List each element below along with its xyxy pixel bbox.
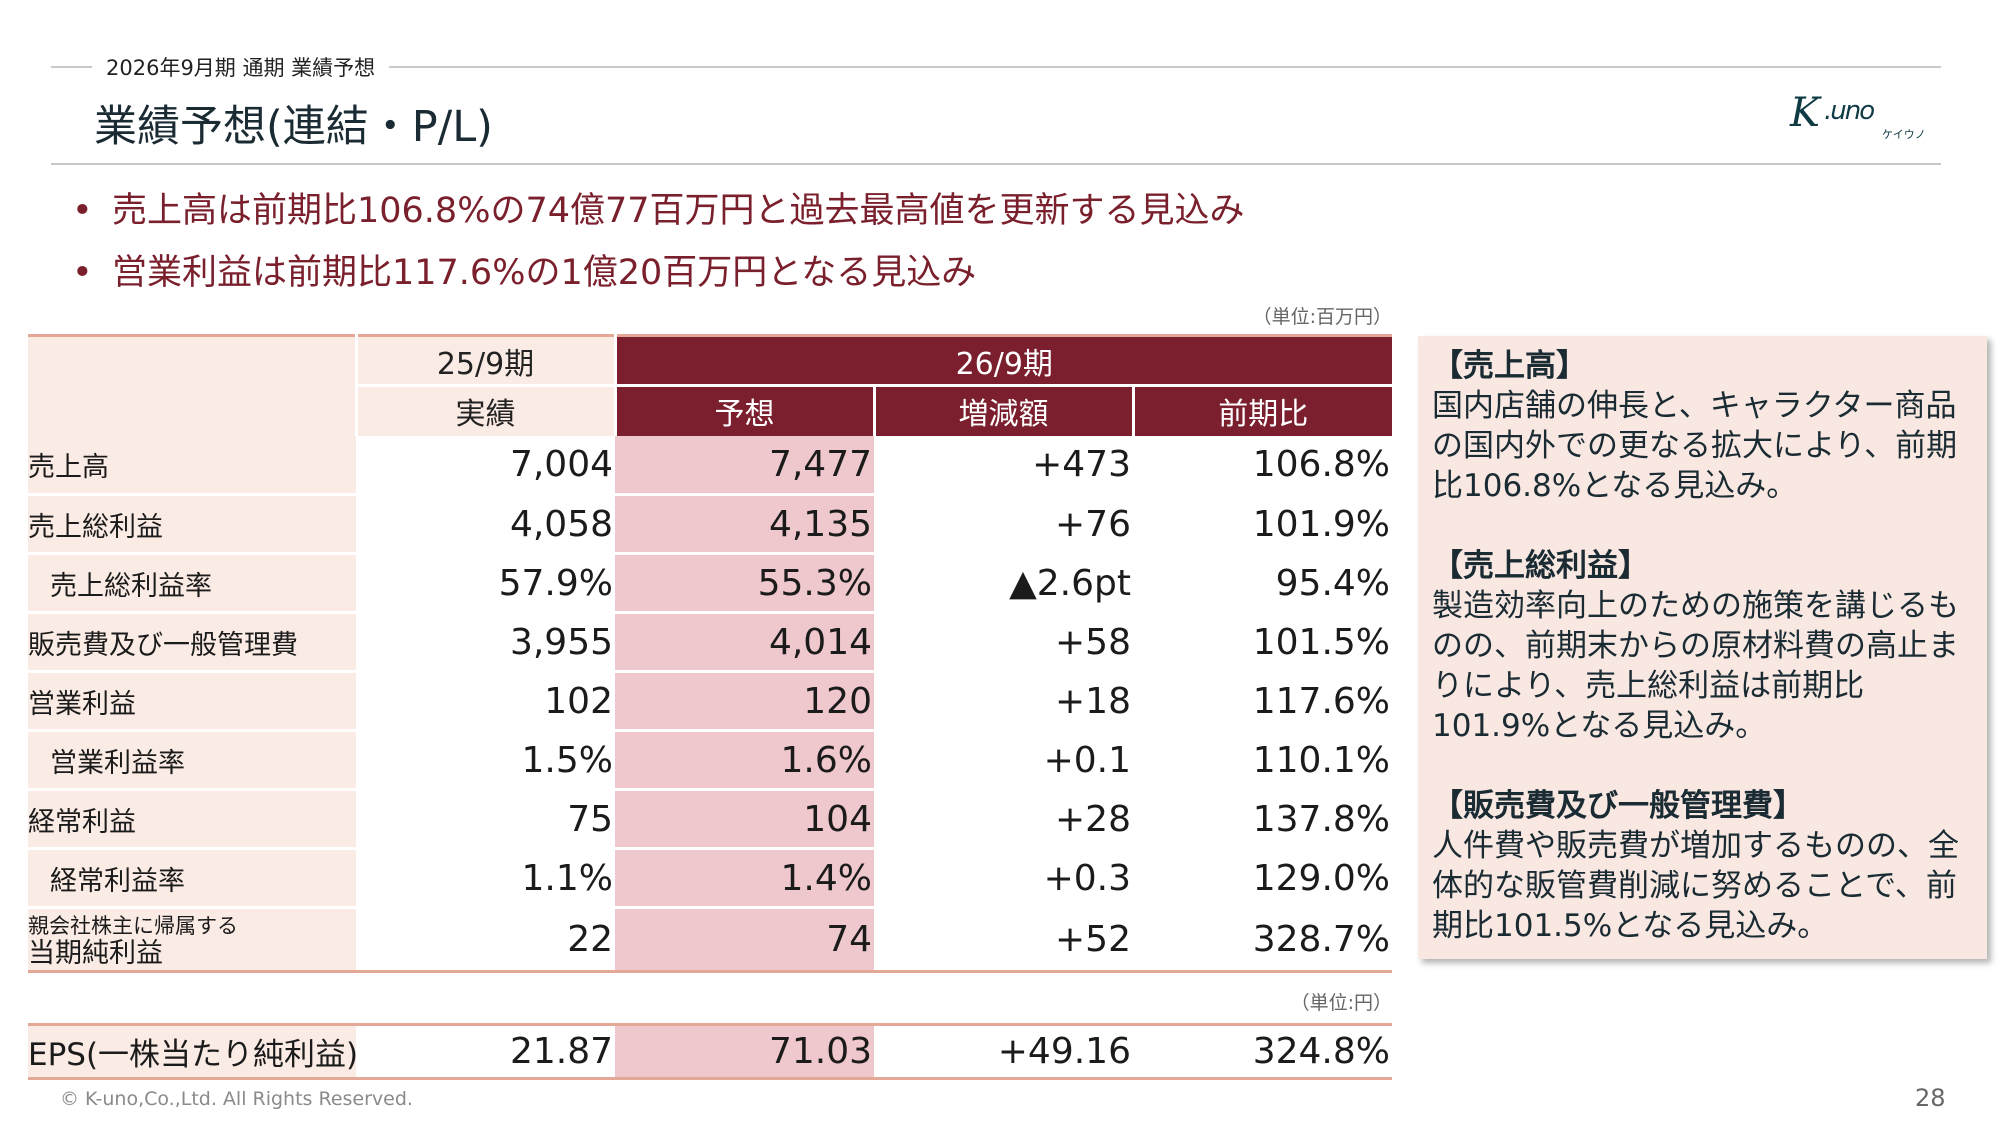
cell-yoy: 328.7% — [1133, 907, 1393, 973]
row-label: 経常利益 — [28, 789, 356, 850]
eps-row: EPS(一株当たり純利益) 21.87 71.03 +49.16 324.8% — [28, 1024, 1392, 1079]
cell-actual: 75 — [356, 789, 615, 850]
title-divider — [51, 163, 1941, 165]
row-label: 営業利益率 — [28, 730, 356, 791]
company-logo: K .uno ケイウノ — [1790, 90, 1926, 141]
row-label: 売上総利益率 — [28, 553, 356, 614]
cell-yoy: 110.1% — [1133, 730, 1393, 791]
cell-forecast: 74 — [615, 907, 874, 973]
eps-yoy: 324.8% — [1252, 1031, 1390, 1072]
cell-yoy: 137.8% — [1133, 789, 1393, 850]
bullet-icon: • — [72, 253, 93, 293]
cell-actual: 102 — [356, 671, 615, 732]
table-row: 親会社株主に帰属する 当期純利益 22 74 +52 328.7% — [28, 907, 1393, 973]
row-label: EPS(一株当たり純利益) — [28, 1024, 358, 1079]
cell-change: +0.3 — [874, 848, 1133, 909]
cell-forecast: 55.3% — [615, 553, 874, 614]
table-row: 販売費及び一般管理費 3,955 4,014 +58 101.5% — [28, 612, 1393, 673]
row-label: 売上高 — [28, 435, 356, 496]
cell-forecast: 4,135 — [615, 494, 874, 555]
cell-actual: 4,058 — [356, 494, 615, 555]
table-row: 経常利益 75 104 +28 137.8% — [28, 789, 1393, 850]
cell-yoy: 117.6% — [1133, 671, 1393, 732]
row-label: 親会社株主に帰属する 当期純利益 — [28, 907, 356, 973]
cell-change: ▲2.6pt — [874, 553, 1133, 614]
commentary-sga: 【販売費及び一般管理費】 人件費や販売費が増加するものの、全体的な販管費削減に努め… — [1432, 788, 1959, 944]
cell-change: +52 — [874, 907, 1133, 973]
section-subtitle: 2026年9月期 通期 業績予想 — [92, 52, 390, 82]
table-row: 営業利益率 1.5% 1.6% +0.1 110.1% — [28, 730, 1393, 791]
cell-change: +18 — [874, 671, 1133, 732]
cell-forecast: 7,477 — [615, 435, 874, 496]
cell-forecast: 104 — [615, 789, 874, 850]
cell-actual: 1.5% — [356, 730, 615, 791]
table-row: 売上総利益率 57.9% 55.3% ▲2.6pt 95.4% — [28, 553, 1393, 614]
cell-forecast: 4,014 — [615, 612, 874, 673]
period-prev-header: 25/9期 — [354, 335, 615, 387]
cell-actual: 1.1% — [356, 848, 615, 909]
row-label: 営業利益 — [28, 671, 356, 732]
col-forecast: 予想 — [613, 385, 874, 436]
cell-forecast: 120 — [615, 671, 874, 732]
corner-cell — [28, 335, 356, 436]
table-row: 売上高 7,004 7,477 +473 106.8% — [28, 435, 1393, 496]
row-label-prefix: 親会社株主に帰属する — [28, 913, 238, 938]
cell-yoy: 95.4% — [1133, 553, 1393, 614]
pl-forecast-table: 25/9期 26/9期 実績 予想 増減額 前期比 売上高 7,004 7,477 +… — [28, 334, 1393, 973]
bullet-item: • 売上高は前期比106.8%の74億77百万円と過去最高値を更新する見込み — [72, 191, 1245, 231]
cell-forecast: 1.4% — [615, 848, 874, 909]
eps-actual: 21.87 — [509, 1031, 613, 1072]
eps-forecast: 71.03 — [615, 1024, 874, 1079]
period-cur-header: 26/9期 — [613, 335, 1393, 387]
page-title: 業績予想(連結・P/L) — [94, 102, 493, 152]
bullet-icon: • — [72, 191, 93, 231]
row-label-main: 当期純利益 — [28, 937, 163, 969]
row-label: 販売費及び一般管理費 — [28, 612, 356, 673]
cell-actual: 22 — [356, 907, 615, 973]
cell-change: +28 — [874, 789, 1133, 850]
table-row: 営業利益 102 120 +18 117.6% — [28, 671, 1393, 732]
table-unit-label: （単位:百万円） — [1252, 306, 1392, 328]
cell-change: +473 — [874, 435, 1133, 496]
commentary-sales: 【売上高】 国内店舗の伸長と、キャラクター商品の国内外での更なる拡大により、前期比… — [1432, 348, 1958, 504]
cell-yoy: 101.5% — [1133, 612, 1393, 673]
table-row: 売上総利益 4,058 4,135 +76 101.9% — [28, 494, 1393, 555]
eps-change: +49.16 — [997, 1031, 1131, 1072]
cell-yoy: 129.0% — [1133, 848, 1393, 909]
cell-yoy: 101.9% — [1133, 494, 1393, 555]
cell-change: +0.1 — [874, 730, 1133, 791]
col-actual: 実績 — [354, 385, 615, 436]
cell-forecast: 1.6% — [615, 730, 874, 791]
col-yoy: 前期比 — [1131, 385, 1393, 436]
eps-table: EPS(一株当たり純利益) 21.87 71.03 +49.16 324.8% — [28, 1023, 1392, 1080]
cell-change: +58 — [874, 612, 1133, 673]
cell-yoy: 106.8% — [1133, 435, 1393, 496]
table-row: 経常利益率 1.1% 1.4% +0.3 129.0% — [28, 848, 1393, 909]
row-label: 売上総利益 — [28, 494, 356, 555]
bullet-item: • 営業利益は前期比117.6%の1億20百万円となる見込み — [72, 253, 977, 293]
eps-unit-label: （単位:円） — [1290, 992, 1392, 1014]
header-rule — [51, 66, 1941, 68]
cell-actual: 3,955 — [356, 612, 615, 673]
page-number: 28 — [1915, 1084, 1946, 1112]
row-label: 経常利益率 — [28, 848, 356, 909]
cell-change: +76 — [874, 494, 1133, 555]
cell-actual: 7,004 — [356, 435, 615, 496]
copyright: © K-uno,Co.,Ltd. All Rights Reserved. — [60, 1088, 413, 1110]
commentary-gross-profit: 【売上総利益】 製造効率向上のための施策を講じるものの、前期末からの原材料費の高止… — [1432, 548, 1959, 744]
cell-actual: 57.9% — [356, 553, 615, 614]
col-change: 増減額 — [872, 385, 1133, 436]
commentary-box: 【売上高】 国内店舗の伸長と、キャラクター商品の国内外での更なる拡大により、前期比… — [1418, 336, 1987, 959]
